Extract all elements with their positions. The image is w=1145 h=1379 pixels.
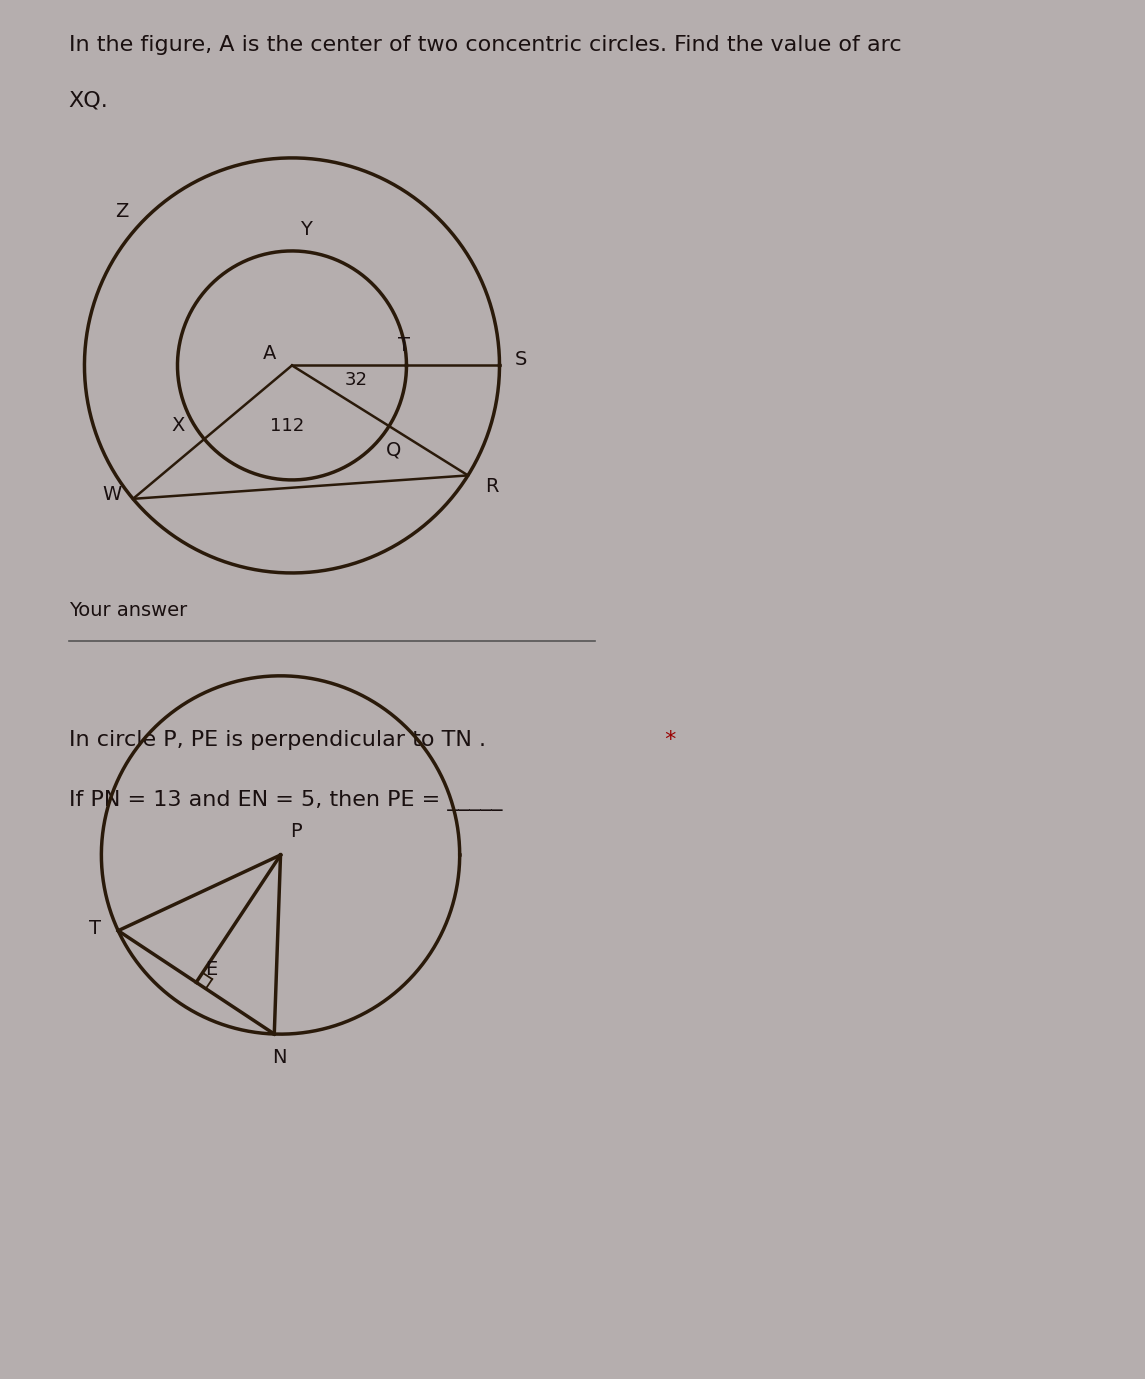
Text: If PN = 13 and EN = 5, then PE = _____: If PN = 13 and EN = 5, then PE = _____ — [69, 790, 502, 811]
Text: Your answer: Your answer — [69, 601, 187, 619]
Text: T: T — [397, 336, 410, 354]
Text: R: R — [485, 477, 499, 496]
Text: W: W — [102, 485, 121, 505]
Text: 112: 112 — [270, 416, 305, 434]
Text: P: P — [290, 822, 301, 841]
Text: E: E — [205, 960, 218, 979]
Text: Z: Z — [114, 203, 128, 222]
Text: 32: 32 — [345, 371, 368, 389]
Text: N: N — [273, 1048, 286, 1066]
Text: Q: Q — [386, 441, 401, 461]
Text: S: S — [515, 350, 527, 370]
Text: In the figure, A is the center of two concentric circles. Find the value of arc: In the figure, A is the center of two co… — [69, 34, 901, 55]
Text: T: T — [89, 918, 101, 938]
Text: Y: Y — [300, 221, 313, 240]
Text: X: X — [172, 416, 184, 436]
Text: In circle P, PE is perpendicular to TN .: In circle P, PE is perpendicular to TN . — [69, 731, 485, 750]
Text: *: * — [658, 731, 677, 750]
Text: A: A — [262, 345, 276, 364]
Text: XQ.: XQ. — [69, 91, 109, 110]
